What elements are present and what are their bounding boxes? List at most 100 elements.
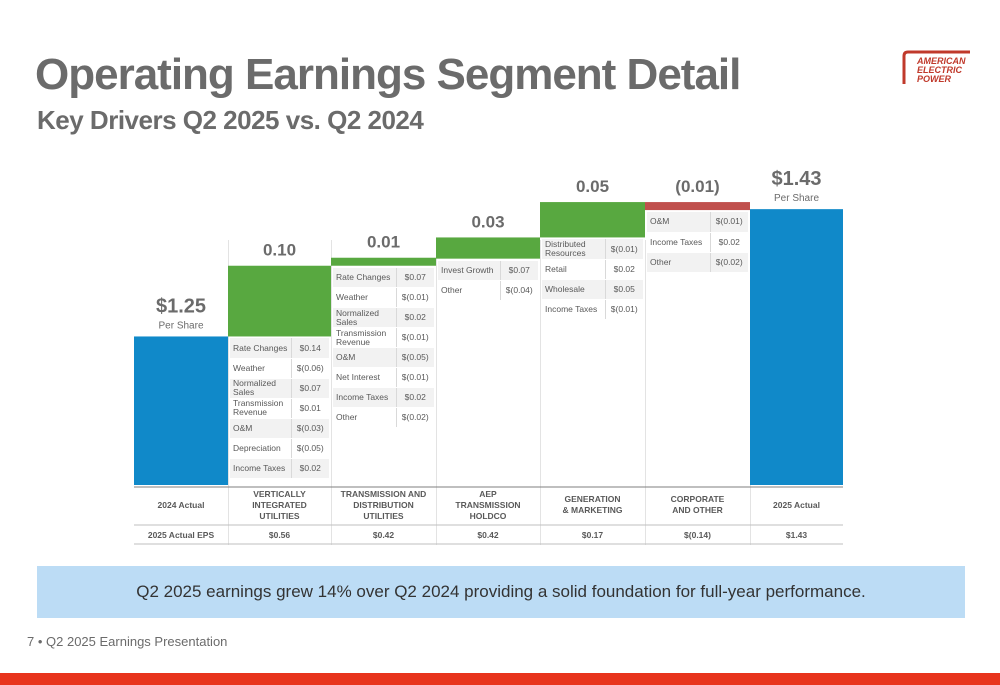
- category-label: CORPORATE AND OTHER: [670, 494, 725, 515]
- bar-total: [750, 209, 843, 485]
- driver-value: $(0.02): [709, 252, 748, 273]
- driver-value: $0.14: [290, 338, 329, 359]
- eps-value: $1.43: [785, 530, 808, 540]
- driver-name: Depreciation: [230, 438, 291, 459]
- bar-increase: [331, 257, 436, 266]
- category-label: 2024 Actual: [157, 499, 205, 510]
- category-label: AEP TRANSMISSION HOLDCO: [455, 488, 521, 521]
- logo-line: ELECTRIC: [917, 65, 962, 75]
- driver-row: Income Taxes $0.02: [647, 232, 748, 253]
- driver-name: Other: [333, 407, 396, 429]
- page-title: Operating Earnings Segment Detail: [35, 50, 741, 99]
- driver-name: O&M: [230, 418, 291, 439]
- driver-row: Weather $(0.01): [333, 287, 434, 309]
- logo-line: POWER: [917, 74, 952, 84]
- driver-row: Weather $(0.06): [230, 358, 329, 379]
- driver-name: Income Taxes: [647, 232, 710, 253]
- driver-table: Rate Changes $0.14 Weather $(0.06) Normalize…: [230, 338, 329, 479]
- driver-row: O&M $(0.03): [230, 418, 329, 439]
- driver-value: $(0.02): [395, 407, 434, 429]
- eps-value: $0.42: [372, 530, 395, 540]
- driver-row: Normalized Sales $0.02: [333, 307, 434, 329]
- driver-value: $(0.06): [290, 358, 329, 379]
- driver-row: Net Interest $(0.01): [333, 367, 434, 389]
- driver-value: $(0.01): [709, 212, 748, 233]
- company-logo: AMERICAN ELECTRIC POWER: [900, 50, 972, 88]
- driver-row: O&M $(0.01): [647, 212, 748, 233]
- driver-name: Income Taxes: [333, 387, 396, 409]
- data-label: 0.05: [576, 177, 609, 196]
- driver-row: Normalized Sales $0.07: [230, 378, 329, 399]
- driver-name: Invest Growth: [438, 260, 500, 282]
- driver-value: $0.07: [499, 260, 538, 282]
- bar-increase: [540, 202, 645, 238]
- driver-row: Rate Changes $0.07: [333, 267, 434, 289]
- driver-value: $(0.01): [395, 287, 434, 309]
- driver-row: Income Taxes $0.02: [333, 387, 434, 409]
- data-label: (0.01): [675, 177, 719, 196]
- bar-decrease: [645, 202, 750, 211]
- driver-name: O&M: [333, 347, 396, 369]
- driver-name: Income Taxes: [542, 299, 605, 320]
- eps-value: $(0.14): [684, 530, 711, 540]
- driver-table: Distributed Resources $(0.01) Retail $0.02 W…: [542, 239, 643, 320]
- driver-row: Depreciation $(0.05): [230, 438, 329, 459]
- bar-increase: [436, 237, 540, 259]
- driver-value: $0.07: [290, 378, 329, 399]
- driver-name: Weather: [333, 287, 396, 309]
- page-subtitle: Key Drivers Q2 2025 vs. Q2 2024: [37, 105, 424, 135]
- driver-name: Transmission Revenue: [230, 398, 291, 419]
- driver-name: Normalized Sales: [333, 307, 396, 329]
- driver-row: Distributed Resources $(0.01): [542, 239, 643, 260]
- driver-row: Other $(0.02): [333, 407, 434, 429]
- driver-value: $(0.01): [395, 367, 434, 389]
- eps-value: $0.56: [268, 530, 291, 540]
- category-label: TRANSMISSION AND DISTRIBUTION UTILITIES: [340, 488, 427, 521]
- driver-name: Retail: [542, 259, 605, 280]
- driver-value: $(0.04): [499, 280, 538, 302]
- driver-row: Transmission Revenue $0.01: [230, 398, 329, 419]
- driver-value: $(0.05): [290, 438, 329, 459]
- bar-increase: [228, 265, 331, 337]
- driver-value: $(0.01): [395, 327, 434, 349]
- driver-row: Invest Growth $0.07: [438, 260, 538, 282]
- driver-value: $0.01: [290, 398, 329, 419]
- driver-value: $0.02: [709, 232, 748, 253]
- driver-value: $0.05: [604, 279, 643, 300]
- driver-name: Net Interest: [333, 367, 396, 389]
- driver-table: O&M $(0.01) Income Taxes $0.02 Other $(0.02): [647, 212, 748, 273]
- data-label: $1.43: [771, 168, 821, 190]
- driver-name: Income Taxes: [230, 458, 291, 479]
- data-label: 0.03: [471, 212, 504, 231]
- driver-name: Transmission Revenue: [333, 327, 396, 349]
- driver-name: O&M: [647, 212, 710, 233]
- bar-total: [134, 336, 228, 485]
- driver-name: Rate Changes: [230, 338, 291, 359]
- data-label: 0.10: [263, 241, 296, 260]
- data-sublabel: Per Share: [158, 320, 203, 331]
- driver-row: O&M $(0.05): [333, 347, 434, 369]
- driver-value: $(0.01): [604, 239, 643, 260]
- waterfall-chart: $1.25 Per Share 0.10 0.01 0.03 0.05 (0.01) $1.4…: [134, 168, 843, 545]
- driver-name: Wholesale: [542, 279, 605, 300]
- data-sublabel: Per Share: [774, 193, 819, 204]
- driver-row: Rate Changes $0.14: [230, 338, 329, 359]
- category-label: GENERATION & MARKETING: [562, 494, 623, 515]
- eps-value: $0.17: [581, 530, 604, 540]
- logo-mark-icon: [902, 50, 970, 84]
- driver-row: Transmission Revenue $(0.01): [333, 327, 434, 349]
- driver-value: $0.07: [395, 267, 434, 289]
- driver-name: Rate Changes: [333, 267, 396, 289]
- driver-table: Invest Growth $0.07 Other $(0.04): [438, 260, 538, 302]
- driver-row: Income Taxes $0.02: [230, 458, 329, 479]
- data-label: $1.25: [156, 295, 206, 317]
- driver-row: Retail $0.02: [542, 259, 643, 280]
- driver-table: Rate Changes $0.07 Weather $(0.01) Normalize…: [333, 267, 434, 429]
- driver-value: $(0.05): [395, 347, 434, 369]
- eps-value: 2025 Actual EPS: [147, 530, 215, 540]
- category-label: 2025 Actual: [773, 499, 820, 510]
- driver-name: Other: [647, 252, 710, 273]
- driver-value: $0.02: [395, 307, 434, 329]
- accent-bar: [0, 673, 1000, 685]
- driver-value: $0.02: [395, 387, 434, 409]
